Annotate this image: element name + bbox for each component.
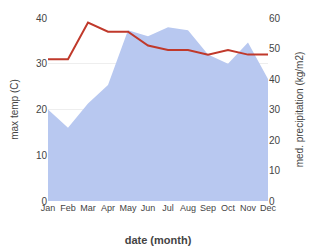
svg-text:Dec: Dec: [260, 203, 277, 213]
svg-text:30: 30: [36, 58, 48, 69]
svg-text:date (month): date (month): [125, 234, 192, 246]
svg-text:Apr: Apr: [101, 203, 115, 213]
svg-text:Mar: Mar: [80, 203, 96, 213]
svg-text:50: 50: [269, 43, 281, 54]
svg-text:Jul: Jul: [162, 203, 174, 213]
svg-text:Jan: Jan: [41, 203, 56, 213]
svg-text:60: 60: [269, 13, 281, 24]
svg-text:Jun: Jun: [141, 203, 156, 213]
svg-text:40: 40: [269, 74, 281, 85]
svg-text:max temp (C): max temp (C): [9, 79, 20, 140]
svg-text:Sep: Sep: [200, 203, 216, 213]
svg-text:30: 30: [269, 104, 281, 115]
svg-text:10: 10: [269, 165, 281, 176]
svg-text:Oct: Oct: [221, 203, 236, 213]
svg-text:10: 10: [36, 150, 48, 161]
svg-text:med. precipitation (kg/m2): med. precipitation (kg/m2): [294, 52, 305, 168]
svg-text:Aug: Aug: [180, 203, 196, 213]
svg-text:0: 0: [269, 196, 275, 207]
svg-text:20: 20: [36, 104, 48, 115]
svg-text:40: 40: [36, 13, 48, 24]
svg-text:0: 0: [41, 196, 47, 207]
svg-text:May: May: [119, 203, 137, 213]
svg-text:Nov: Nov: [240, 203, 257, 213]
svg-text:Feb: Feb: [60, 203, 76, 213]
svg-text:20: 20: [269, 135, 281, 146]
